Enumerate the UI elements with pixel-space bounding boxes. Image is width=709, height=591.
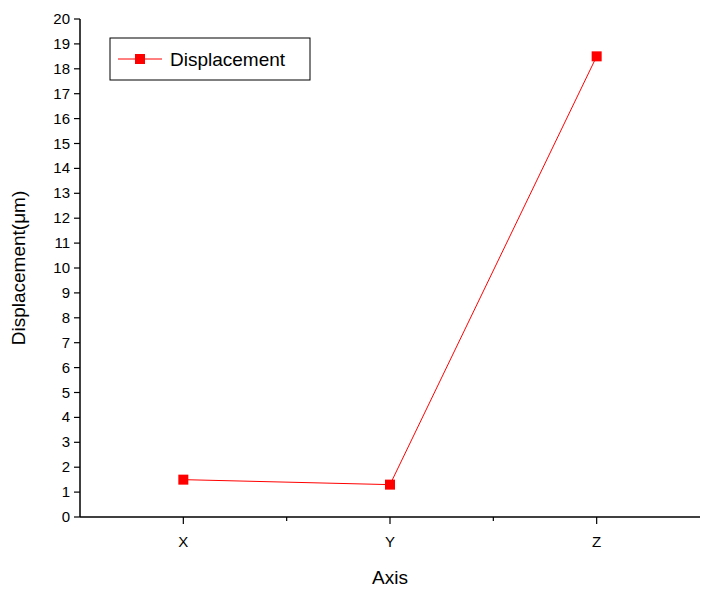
y-tick bbox=[74, 317, 80, 318]
x-minor-tick bbox=[286, 517, 287, 521]
x-tick-label: Z bbox=[592, 533, 601, 550]
y-tick-label: 5 bbox=[62, 384, 70, 401]
y-tick bbox=[74, 68, 80, 69]
chart: 01234567891011121314151617181920XYZAxisD… bbox=[0, 0, 709, 591]
series-line bbox=[183, 56, 596, 484]
y-tick bbox=[74, 243, 80, 244]
y-tick-label: 13 bbox=[53, 184, 70, 201]
y-tick-label: 16 bbox=[53, 110, 70, 127]
y-tick bbox=[74, 143, 80, 144]
y-tick bbox=[74, 267, 80, 268]
y-tick bbox=[74, 218, 80, 219]
legend-marker bbox=[135, 54, 145, 64]
legend: Displacement bbox=[110, 38, 310, 80]
legend-box bbox=[110, 38, 310, 80]
y-tick bbox=[74, 516, 80, 517]
x-tick-label: X bbox=[178, 533, 188, 550]
y-tick-label: 20 bbox=[53, 10, 70, 27]
y-tick bbox=[74, 118, 80, 119]
y-tick bbox=[74, 442, 80, 443]
x-tick bbox=[183, 517, 184, 524]
y-tick bbox=[74, 492, 80, 493]
y-tick bbox=[74, 467, 80, 468]
marker bbox=[178, 475, 188, 485]
marker bbox=[592, 51, 602, 61]
y-tick bbox=[74, 193, 80, 194]
x-tick bbox=[389, 517, 390, 524]
y-tick-label: 15 bbox=[53, 135, 70, 152]
x-tick-label: Y bbox=[385, 533, 395, 550]
y-tick-label: 19 bbox=[53, 35, 70, 52]
plot-area bbox=[178, 51, 601, 489]
x-tick bbox=[596, 517, 597, 524]
y-tick bbox=[74, 292, 80, 293]
y-tick bbox=[74, 342, 80, 343]
y-axis-title: Displacement(μm) bbox=[8, 191, 29, 346]
y-tick-label: 6 bbox=[62, 359, 70, 376]
y-tick bbox=[74, 18, 80, 19]
y-tick-label: 2 bbox=[62, 458, 70, 475]
y-tick-label: 12 bbox=[53, 209, 70, 226]
y-tick-label: 3 bbox=[62, 433, 70, 450]
y-tick bbox=[74, 43, 80, 44]
y-tick bbox=[74, 392, 80, 393]
y-tick bbox=[74, 367, 80, 368]
y-tick-label: 14 bbox=[53, 159, 70, 176]
y-tick-label: 11 bbox=[54, 234, 70, 251]
y-tick bbox=[74, 168, 80, 169]
y-tick-label: 8 bbox=[62, 309, 70, 326]
y-tick bbox=[74, 93, 80, 94]
y-tick bbox=[74, 417, 80, 418]
y-tick-label: 1 bbox=[62, 483, 70, 500]
y-tick-label: 10 bbox=[53, 259, 70, 276]
y-tick-label: 9 bbox=[62, 284, 70, 301]
x-axis-title: Axis bbox=[372, 567, 408, 588]
y-tick-label: 18 bbox=[53, 60, 70, 77]
y-tick-label: 4 bbox=[62, 408, 70, 425]
y-tick-label: 0 bbox=[62, 508, 70, 525]
y-tick-label: 17 bbox=[53, 85, 70, 102]
legend-label: Displacement bbox=[170, 49, 286, 70]
y-tick-label: 7 bbox=[62, 334, 70, 351]
marker bbox=[385, 480, 395, 490]
x-minor-tick bbox=[493, 517, 494, 521]
